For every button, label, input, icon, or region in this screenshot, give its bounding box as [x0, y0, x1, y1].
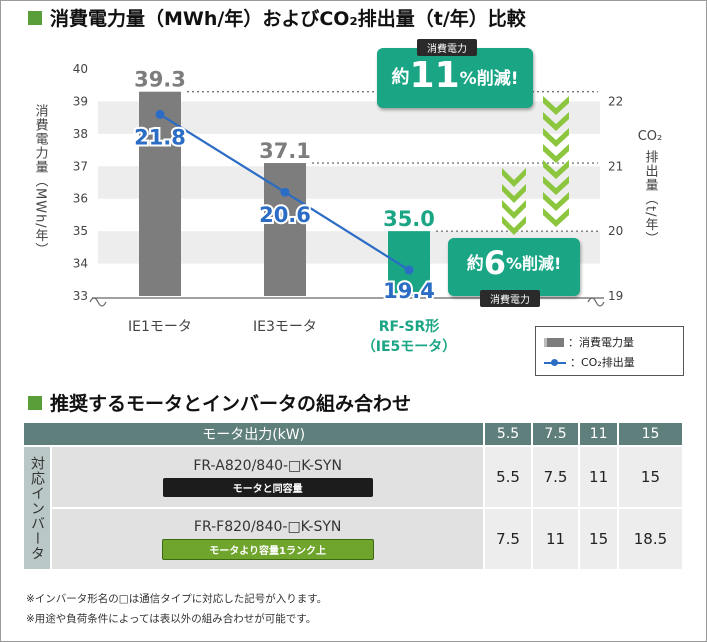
y-tick-label: 36 [73, 192, 88, 206]
chevron-arrow-icon [543, 176, 569, 195]
header-col-4: 15 [616, 421, 685, 447]
side-label: 対応インバータ [29, 455, 45, 561]
cell-f-4: 18.5 [616, 507, 685, 571]
badge-11-percent: 消費電力 約 11 %削減! [377, 39, 533, 108]
bar-value-label-3: 35.0 [383, 207, 435, 231]
y2-tick-label: 21 [608, 159, 623, 173]
y-tick-label: 33 [73, 289, 88, 303]
chevron-arrow-icon [543, 160, 569, 179]
y-tick-label: 35 [73, 224, 88, 238]
header-motor-output: モータ出力(kW) [21, 421, 486, 447]
axis-break-right [587, 297, 605, 307]
cell-f-1: 7.5 [483, 507, 533, 571]
chevron-arrow-icon [543, 192, 569, 211]
chevron-arrow-icon [543, 96, 569, 115]
y-tick-label: 39 [73, 94, 88, 108]
y2-axis-label-top: CO₂ [638, 129, 663, 144]
badge-6-bottom-tag: 消費電力 [480, 290, 540, 307]
inverter-tag-f: モータより容量1ランク上 [161, 538, 374, 560]
y2-tick-label: 22 [608, 94, 623, 108]
header-col-1: 5.5 [483, 421, 533, 447]
side-label-cell: 対応インバータ [22, 445, 52, 571]
chevron-arrow-icon [502, 168, 526, 187]
chevron-arrow-icon [502, 200, 526, 219]
cell-f-2: 11 [530, 507, 581, 571]
legend-power-label: ：消費電力量 [568, 336, 634, 349]
axis-break-left [89, 297, 107, 307]
co2-value-label-2: 20.6 [259, 203, 311, 227]
badge-11-suffix: %削減! [459, 69, 519, 89]
section-marker-icon-2 [28, 395, 42, 410]
y-axis-label: 消費電力量（MWh/年） [33, 104, 49, 257]
legend-line-swatch [544, 358, 566, 367]
y-tick-label: 37 [73, 159, 88, 173]
x-category-label-line2-3: （IE5モータ） [362, 339, 457, 355]
chevron-arrow-icon [502, 184, 526, 203]
y-tick-label: 38 [73, 127, 88, 141]
cell-a-4: 15 [616, 445, 685, 509]
bar-1 [139, 91, 181, 296]
badge-11-number: 11 [409, 55, 460, 96]
y2-tick-label: 19 [608, 289, 623, 303]
co2-point-2 [280, 187, 290, 197]
chevron-arrow-icon [543, 208, 569, 227]
badge-6-prefix: 約 [466, 254, 484, 274]
x-category-label-2: IE3モータ [253, 319, 317, 335]
chart-section-title-text: 消費電力量（MWh/年）およびCO₂排出量（t/年）比較 [50, 8, 526, 30]
co2-value-label-3: 19.4 [383, 279, 435, 303]
badge-11-prefix: 約 [391, 67, 410, 88]
badge-6-number: 6 [483, 244, 506, 282]
x-category-label-3: RF-SR形 [379, 318, 440, 335]
legend-bar-swatch [544, 337, 564, 347]
inverter-tag-a: モータと同容量 [162, 477, 373, 497]
cell-a-1: 5.5 [483, 445, 533, 509]
y-tick-label: 34 [73, 257, 88, 271]
cell-f-3: 15 [578, 507, 619, 571]
combination-table: モータ出力(kW) 5.5 7.5 11 15 対応インバータ FR-A820/… [21, 421, 685, 571]
note-1: ※インバータ形名の□は通信タイプに対応した記号が入ります。 [26, 593, 328, 605]
y-tick-label: 40 [73, 62, 88, 76]
badge-6-percent: 約 6 %削減! 消費電力 [448, 238, 580, 307]
header-col-2: 7.5 [530, 421, 581, 447]
badge-11-top-tag: 消費電力 [417, 39, 477, 56]
note-2: ※用途や負荷条件によっては表以外の組み合わせが可能です。 [26, 613, 317, 625]
table-row-a: 対応インバータ FR-A820/840-□K-SYN モータと同容量 5.5 7… [22, 445, 685, 571]
bar-3 [388, 231, 430, 296]
co2-point-1 [155, 109, 165, 119]
legend-co2-label: ：CO₂排出量 [570, 356, 635, 369]
section-marker-icon [28, 10, 42, 25]
badge-6-suffix: %削減! [505, 254, 562, 273]
bar-2 [264, 163, 306, 296]
cell-a-2: 7.5 [530, 445, 581, 509]
chevron-arrow-icon [502, 216, 526, 235]
bar-value-label-1: 39.3 [134, 68, 186, 92]
y2-tick-label: 20 [608, 224, 623, 238]
legend-item-power: ：消費電力量 [544, 334, 634, 350]
legend-item-co2: ：CO₂排出量 [544, 354, 635, 370]
y2-axis-label: 排出量（t/年） [643, 150, 659, 245]
inverter-name-f: FR-F820/840-□K-SYN [193, 518, 342, 535]
co2-point-3 [404, 265, 414, 275]
chevron-arrow-icon [543, 144, 569, 163]
chart-section-title: 消費電力量（MWh/年）およびCO₂排出量（t/年）比較 [28, 4, 526, 31]
co2-value-label-1: 21.8 [134, 125, 186, 149]
table-header-row: モータ出力(kW) 5.5 7.5 11 15 [21, 421, 685, 447]
table-section-title-text: 推奨するモータとインバータの組み合わせ [50, 393, 412, 415]
x-category-label-1: IE1モータ [128, 319, 192, 335]
inverter-cell-f: FR-F820/840-□K-SYN モータより容量1ランク上 [49, 507, 486, 571]
comparison-chart: 33 34 35 36 37 38 39 40 19 20 21 22 消費電力量（MWh/年） CO₂ 排… [33, 62, 663, 355]
inverter-cell-a: FR-A820/840-□K-SYN モータと同容量 [49, 445, 486, 509]
chevron-arrow-icon [543, 128, 569, 147]
bar-value-label-2: 37.1 [259, 139, 311, 163]
header-col-3: 11 [578, 421, 619, 447]
cell-a-3: 11 [578, 445, 619, 509]
chevron-arrow-icon [543, 112, 569, 131]
table-section-title: 推奨するモータとインバータの組み合わせ [28, 389, 411, 416]
inverter-name-a: FR-A820/840-□K-SYN [193, 457, 342, 474]
table-row-f: FR-F820/840-□K-SYN モータより容量1ランク上 7.5 11 1… [23, 507, 685, 571]
chart-legend: ：消費電力量 ：CO₂排出量 [535, 326, 684, 376]
